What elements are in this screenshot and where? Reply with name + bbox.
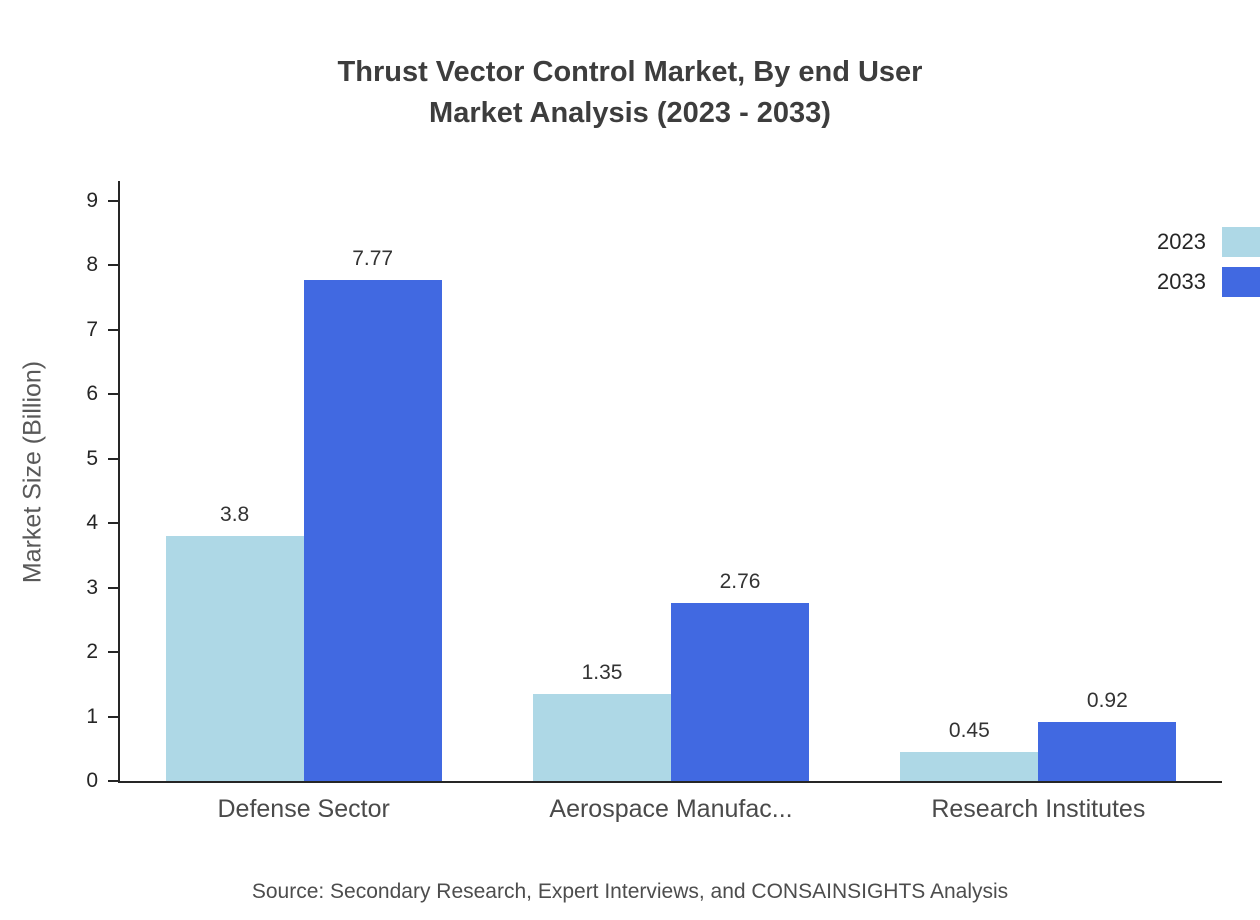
legend-item-2023: 2023 xyxy=(1157,222,1260,262)
y-tick-label: 6 xyxy=(86,382,98,406)
y-tick-mark xyxy=(108,200,118,202)
x-axis-label: Defense Sector xyxy=(217,795,390,823)
legend: 2023 2033 xyxy=(1157,222,1260,302)
bar-value-label: 3.8 xyxy=(220,503,250,526)
y-tick-label: 7 xyxy=(86,317,98,341)
chart-title-line2: Market Analysis (2023 - 2033) xyxy=(429,97,831,130)
bar-value-label: 1.35 xyxy=(581,661,623,684)
y-tick-label: 9 xyxy=(86,189,98,212)
y-tick-label: 0 xyxy=(86,769,98,792)
bar-2023 xyxy=(900,752,1039,781)
bar-2033 xyxy=(1038,722,1177,781)
legend-swatch-2033 xyxy=(1222,267,1260,297)
bar-2033 xyxy=(303,280,442,781)
y-tick-mark xyxy=(108,393,118,396)
legend-label-2033: 2033 xyxy=(1157,269,1206,294)
y-axis-title: Market Size (Billion) xyxy=(18,360,47,584)
x-axis-label: Aerospace Manufac... xyxy=(549,795,793,823)
y-tick-mark xyxy=(108,586,118,589)
y-tick-mark xyxy=(108,780,118,782)
y-tick-label: 2 xyxy=(86,640,98,664)
y-tick-label: 5 xyxy=(86,446,98,470)
chart-title: Thrust Vector Control Market, By end Use… xyxy=(0,52,1260,134)
bar-value-label: 2.76 xyxy=(719,570,761,593)
y-tick-mark xyxy=(108,264,118,267)
chart-title-line1: Thrust Vector Control Market, By end Use… xyxy=(337,56,923,88)
legend-item-2033: 2033 xyxy=(1157,262,1260,302)
bar-value-label: 7.77 xyxy=(352,247,394,270)
source-note: Source: Secondary Research, Expert Inter… xyxy=(251,880,1009,903)
bar-value-label: 0.45 xyxy=(948,719,990,742)
y-tick-label: 1 xyxy=(86,704,98,728)
y-tick-mark xyxy=(108,457,118,460)
legend-label-2023: 2023 xyxy=(1157,229,1206,254)
x-axis-label: Research Institutes xyxy=(931,795,1146,823)
plot-area: 0 1 2 3 4 5 6 7 8 9 Defense Sector 3.8 7.77 Aerospace… xyxy=(86,181,1222,823)
y-tick-label: 4 xyxy=(86,511,98,535)
bar-value-label: 0.92 xyxy=(1086,689,1128,712)
y-tick-mark xyxy=(108,328,118,331)
y-tick-label: 8 xyxy=(86,253,98,277)
bar-2023 xyxy=(533,694,671,781)
y-tick-mark xyxy=(108,715,118,718)
bar-2033 xyxy=(671,603,809,781)
y-tick-mark xyxy=(108,651,118,654)
legend-swatch-2023 xyxy=(1222,227,1260,257)
y-tick-label: 3 xyxy=(86,575,98,599)
bar-2023 xyxy=(165,536,304,781)
y-tick-mark xyxy=(108,522,118,525)
